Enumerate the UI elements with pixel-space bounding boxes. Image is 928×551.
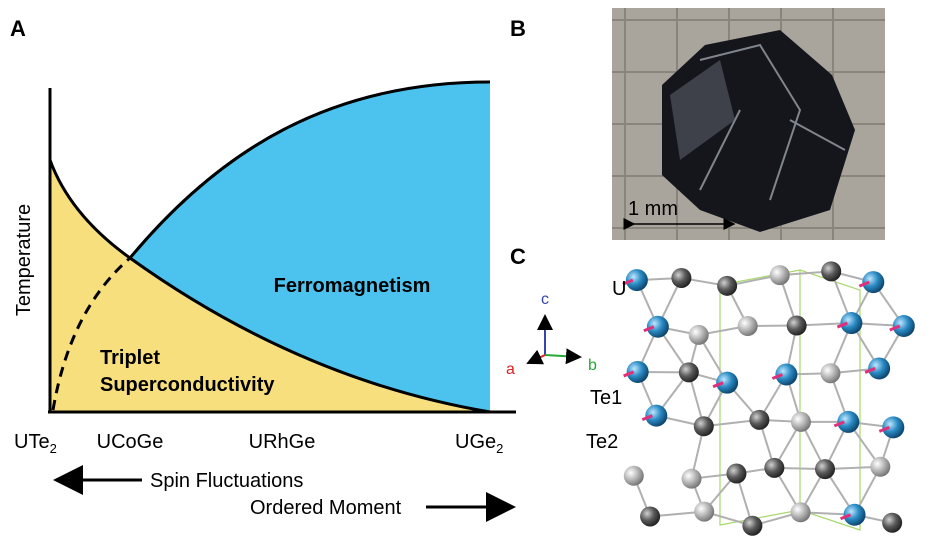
compound-label: UTe2 xyxy=(14,431,57,456)
axis-letter: b xyxy=(588,357,597,374)
figure: A B C Temperature Ferromagnetism Triplet… xyxy=(0,0,928,551)
axis-letter: c xyxy=(541,291,549,308)
region-label: Ferromagnetism xyxy=(274,275,431,297)
axis-letter: a xyxy=(506,361,515,378)
panel-label: A xyxy=(10,16,26,41)
atom xyxy=(738,316,758,336)
region-label: Superconductivity xyxy=(100,374,275,396)
atom xyxy=(821,261,841,281)
atom-label: Te2 xyxy=(586,431,618,453)
atom xyxy=(640,506,660,526)
axes-icon: c a b xyxy=(506,291,597,378)
atom xyxy=(694,502,714,522)
arrow-label: Spin Fluctuations xyxy=(150,470,303,492)
compound-label: URhGe xyxy=(249,431,316,453)
atom xyxy=(726,464,746,484)
atom xyxy=(671,268,691,288)
crystal-structure xyxy=(623,261,915,535)
atom xyxy=(787,316,807,336)
arrow-label: Ordered Moment xyxy=(250,497,402,519)
atom xyxy=(870,457,890,477)
panel-label: C xyxy=(510,244,526,269)
atom xyxy=(815,459,835,479)
scale-bar-label: 1 mm xyxy=(628,198,678,220)
atom xyxy=(764,458,784,478)
axis-label: Temperature xyxy=(13,204,35,316)
atom-label: Te1 xyxy=(590,387,622,409)
atom-label: U xyxy=(612,278,626,300)
atom xyxy=(717,276,737,296)
panel-label: B xyxy=(510,16,526,41)
atom xyxy=(682,469,702,489)
atom xyxy=(749,410,769,430)
compound-label: UGe2 xyxy=(455,431,503,456)
atom xyxy=(694,416,714,436)
atom xyxy=(742,516,762,536)
atom xyxy=(624,466,644,486)
atom xyxy=(882,513,902,533)
compound-label: UCoGe xyxy=(97,431,164,453)
atom xyxy=(791,502,811,522)
region-label: Triplet xyxy=(100,347,160,369)
atom xyxy=(770,265,790,285)
atom xyxy=(689,325,709,345)
crystal-photo: 1 mm xyxy=(612,8,885,240)
atom xyxy=(679,362,699,382)
atom xyxy=(791,412,811,432)
atom xyxy=(820,363,840,383)
